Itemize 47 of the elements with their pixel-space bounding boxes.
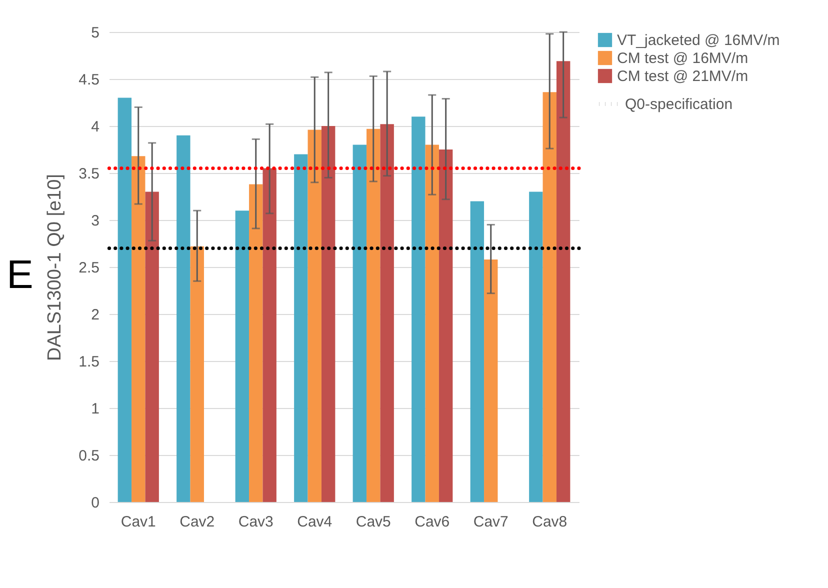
x-tick-label: Cav4 (297, 514, 332, 530)
bar (321, 126, 336, 502)
bar (294, 154, 308, 502)
bar (470, 201, 484, 502)
bar (529, 192, 543, 502)
bar (118, 98, 132, 502)
bar (145, 192, 159, 502)
bar (556, 61, 570, 502)
legend-label: CM test @ 16MV/m (617, 50, 748, 67)
x-tick-label: Cav7 (473, 514, 508, 530)
y-tick-label: 0 (91, 494, 100, 512)
bar (380, 124, 394, 502)
bar (176, 135, 190, 502)
bar (412, 116, 426, 502)
bar (190, 246, 204, 502)
bar (352, 144, 367, 502)
bar (249, 184, 263, 502)
y-tick-label: 2.5 (78, 260, 100, 276)
x-tick-label: Cav6 (414, 514, 450, 530)
y-tick-label: 0.5 (78, 448, 100, 464)
bar (484, 259, 498, 502)
y-tick-label: 2 (91, 306, 100, 324)
bar (438, 150, 453, 502)
legend-label: VT_jacketed @ 16MV/m (617, 32, 780, 49)
y-tick-label: 5 (91, 24, 100, 42)
bar (366, 128, 380, 502)
bar (262, 168, 276, 502)
y-tick-label: 4 (91, 118, 100, 136)
bar (542, 92, 556, 502)
x-tick-label: Cav3 (238, 514, 274, 530)
y-tick-label: 1.5 (78, 354, 100, 370)
y-tick-label: 3 (91, 212, 100, 230)
y-tick-label: 1 (91, 400, 100, 418)
x-tick-label: Cav8 (532, 514, 568, 530)
y-tick-label: 3.5 (78, 166, 100, 182)
bar (235, 210, 250, 502)
y-axis-title: DALS1300-1 Q0 [e10] (44, 174, 66, 361)
bar (308, 130, 322, 502)
bar (132, 156, 146, 502)
text: E (6, 252, 34, 298)
bar (425, 144, 439, 502)
legend-label: CM test @ 21MV/m (617, 68, 748, 85)
y-tick-label: 4.5 (78, 72, 100, 88)
x-tick-label: Cav5 (356, 514, 391, 530)
x-tick-label: Cav1 (120, 514, 156, 530)
x-tick-label: Cav2 (180, 514, 215, 530)
legend-label: Q0-specification (625, 96, 733, 113)
